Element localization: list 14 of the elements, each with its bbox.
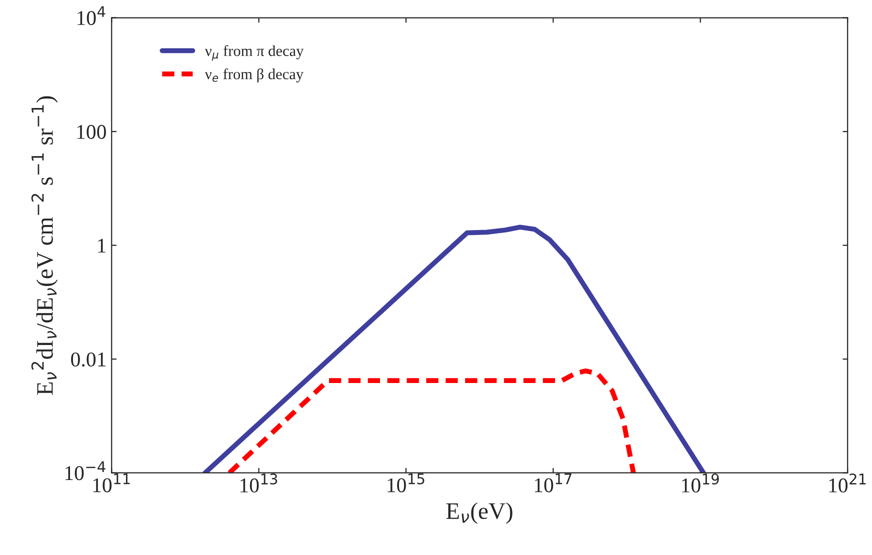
y-tick-label: 100 xyxy=(77,124,106,139)
text: E$_{ν}$$^{2}$dI$_{ν}$/dE$_{ν}$(eV cm$^{−2}$ s$^{−1}$ sr$^{−1}$) xyxy=(31,96,58,395)
x-axis-title: E$_{ν}$(eV) xyxy=(446,502,512,524)
x-tick-label: 10$^{19}$ xyxy=(682,473,719,492)
x-tick-label: 10$^{11}$ xyxy=(93,473,130,492)
y-tick-label: 1 xyxy=(98,238,106,253)
x-tick-label: 10$^{21}$ xyxy=(829,473,866,492)
x-tick-label: 10$^{17}$ xyxy=(534,473,572,492)
x-tick-label: 10$^{15}$ xyxy=(388,473,424,492)
legend-label: ν$_{e}$ from β decay xyxy=(204,68,304,82)
legend-label: ν$_{μ}$ from π decay xyxy=(204,45,304,61)
x-tick-label: 10$^{13}$ xyxy=(240,473,278,492)
y-tick-label: 0.01 xyxy=(71,352,106,367)
y-tick-label: 10$^{4}$ xyxy=(78,6,106,26)
